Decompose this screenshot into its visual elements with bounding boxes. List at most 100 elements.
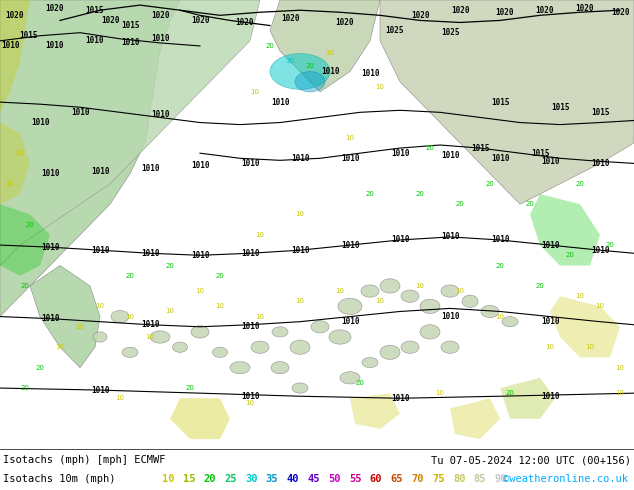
Text: 10: 10 (586, 344, 595, 350)
Ellipse shape (462, 295, 478, 307)
Text: 10: 10 (595, 303, 604, 309)
Text: 1010: 1010 (391, 148, 410, 158)
Text: 20: 20 (605, 242, 614, 248)
Text: 1020: 1020 (336, 18, 354, 27)
Text: 1010: 1010 (1, 42, 19, 50)
Text: 1010: 1010 (46, 42, 64, 50)
Text: 1010: 1010 (340, 241, 359, 249)
Text: 20: 20 (306, 63, 314, 70)
Text: 1020: 1020 (496, 8, 514, 17)
Text: 1010: 1010 (271, 98, 289, 107)
Ellipse shape (295, 72, 325, 92)
Text: 1010: 1010 (241, 249, 259, 258)
Text: 85: 85 (474, 474, 486, 484)
Text: 10: 10 (436, 390, 444, 396)
Text: 1010: 1010 (91, 245, 109, 255)
Text: 1015: 1015 (491, 98, 509, 107)
Text: 1020: 1020 (611, 8, 630, 17)
Text: 1020: 1020 (576, 3, 594, 13)
Polygon shape (0, 204, 50, 276)
Text: 1020: 1020 (6, 11, 24, 20)
Text: 10: 10 (295, 298, 304, 304)
Ellipse shape (311, 320, 329, 333)
Text: ©weatheronline.co.uk: ©weatheronline.co.uk (503, 474, 628, 484)
Text: 10: 10 (126, 314, 134, 319)
Text: 55: 55 (349, 474, 361, 484)
Text: 1020: 1020 (281, 14, 299, 23)
Text: 45: 45 (307, 474, 320, 484)
Text: 10: 10 (75, 324, 84, 330)
Text: 10: 10 (216, 303, 224, 309)
Ellipse shape (93, 332, 107, 342)
Text: Tu 07-05-2024 12:00 UTC (00+156): Tu 07-05-2024 12:00 UTC (00+156) (431, 455, 631, 465)
Text: 20: 20 (25, 221, 34, 228)
Text: 10: 10 (415, 283, 425, 289)
Text: 1010: 1010 (151, 110, 169, 119)
Text: 40: 40 (287, 474, 299, 484)
Text: 1010: 1010 (441, 232, 459, 242)
Text: 20: 20 (486, 181, 495, 187)
Text: 1015: 1015 (471, 144, 489, 152)
Text: 10: 10 (576, 293, 585, 299)
Text: 25: 25 (224, 474, 236, 484)
Text: 10: 10 (455, 288, 465, 294)
Polygon shape (0, 0, 180, 317)
Text: 10: 10 (346, 135, 354, 141)
Text: 75: 75 (432, 474, 444, 484)
Text: 10: 10 (250, 89, 259, 95)
Text: 1010: 1010 (321, 67, 339, 76)
Text: 1010: 1010 (41, 243, 59, 252)
Text: 35: 35 (266, 474, 278, 484)
Text: 10: 10 (6, 181, 15, 187)
Text: 1010: 1010 (31, 118, 49, 127)
Text: 1010: 1010 (541, 241, 559, 249)
Text: 10: 10 (145, 334, 155, 340)
Text: 1010: 1010 (441, 151, 459, 160)
Text: 1010: 1010 (86, 36, 104, 46)
Text: Isotachs (mph) [mph] ECMWF: Isotachs (mph) [mph] ECMWF (3, 455, 165, 465)
Text: 10: 10 (245, 400, 254, 406)
Text: 10: 10 (165, 309, 174, 315)
Ellipse shape (441, 285, 459, 297)
Text: 10: 10 (335, 288, 344, 294)
Ellipse shape (420, 325, 440, 339)
Ellipse shape (251, 341, 269, 353)
Text: 20: 20 (266, 43, 275, 49)
Text: 1020: 1020 (536, 6, 554, 15)
Text: 1010: 1010 (241, 392, 259, 401)
Text: 15: 15 (183, 474, 195, 484)
Text: 1010: 1010 (241, 322, 259, 331)
Text: 1010: 1010 (141, 249, 159, 258)
Text: 20: 20 (566, 252, 574, 258)
Text: 20: 20 (20, 283, 29, 289)
Text: 65: 65 (391, 474, 403, 484)
Text: 1025: 1025 (385, 26, 404, 35)
Text: 20: 20 (165, 263, 174, 269)
Text: 1010: 1010 (391, 236, 410, 245)
Text: 10: 10 (496, 314, 505, 319)
Ellipse shape (172, 342, 188, 352)
Text: 1010: 1010 (41, 169, 59, 178)
Text: 1015: 1015 (19, 31, 37, 40)
Text: 1010: 1010 (191, 161, 209, 170)
Text: 1015: 1015 (86, 6, 104, 15)
Text: Isotachs 10m (mph): Isotachs 10m (mph) (3, 474, 115, 484)
Text: 1010: 1010 (141, 320, 159, 329)
Ellipse shape (502, 317, 518, 327)
Text: 10: 10 (115, 395, 124, 401)
Text: 10: 10 (162, 474, 174, 484)
Polygon shape (350, 393, 400, 429)
Ellipse shape (401, 341, 419, 353)
Text: 1010: 1010 (141, 164, 159, 173)
Text: 10: 10 (325, 50, 335, 56)
Text: 20: 20 (204, 474, 216, 484)
Text: 1020: 1020 (411, 11, 429, 20)
Ellipse shape (441, 341, 459, 353)
Text: 1020: 1020 (46, 3, 64, 13)
Text: 10: 10 (295, 212, 304, 218)
Text: 20: 20 (186, 385, 195, 391)
Ellipse shape (338, 298, 362, 315)
Text: 1010: 1010 (441, 312, 459, 321)
Polygon shape (170, 398, 230, 439)
Text: 1025: 1025 (441, 28, 459, 37)
